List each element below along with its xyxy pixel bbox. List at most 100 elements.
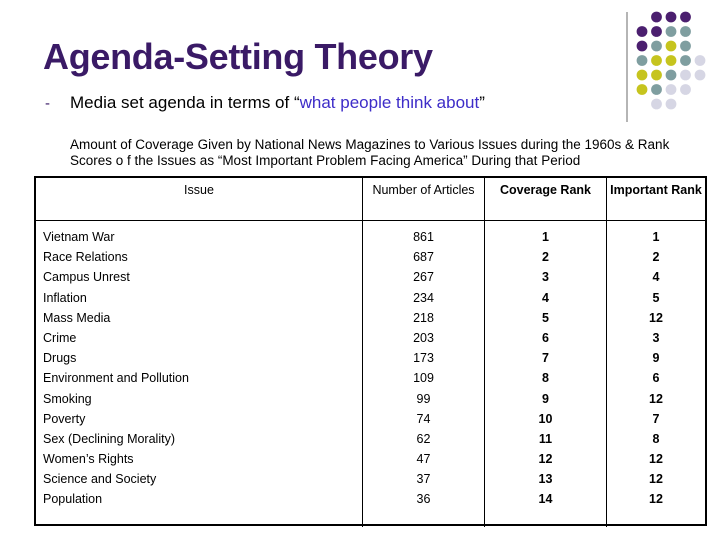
coverage-rank-cell: 1: [542, 230, 549, 244]
issue-cell: Population: [43, 492, 103, 507]
coverage-rank-cell: 3: [542, 270, 549, 285]
important-rank-cell: 6: [652, 371, 660, 386]
decorative-dot: [680, 84, 691, 95]
coverage-rank-cell: 6: [542, 330, 549, 345]
decorative-dot: [651, 40, 662, 52]
decorative-dot: [665, 11, 677, 23]
table-description: Amount of Coverage Given by National New…: [70, 137, 670, 168]
issue-cell: Race Relations: [43, 250, 128, 265]
issue-cell: Environment and Pollution: [43, 371, 189, 386]
coverage-rank-cell: 8: [542, 371, 549, 386]
coverage-rank-cell: 11: [538, 431, 553, 446]
important-rank-cell: 12: [649, 492, 663, 507]
articles-cell: 47: [416, 452, 431, 467]
decorative-dot: [694, 69, 706, 81]
important-rank-column: 1 2 4 5 12 3 9 6 12 7 8 12 12 12: [607, 221, 706, 528]
bullet-dash: -: [45, 95, 50, 112]
coverage-rank-cell: 9: [542, 391, 549, 406]
decorative-dot: [665, 69, 677, 81]
decorative-dot: [694, 55, 706, 66]
coverage-rank-cell: 2: [542, 250, 549, 265]
header-coverage-rank: Coverage Rank: [484, 178, 607, 221]
articles-cell: 99: [416, 391, 431, 406]
important-rank-cell: 12: [649, 391, 663, 406]
coverage-rank-cell: 7: [542, 351, 549, 366]
decorative-dot: [636, 55, 648, 66]
decorative-dot: [665, 40, 677, 52]
table-header-row: Issue Number of Articles Coverage Rank I…: [36, 178, 705, 221]
coverage-rank-list: 1 2 3 4 5 6 7 8 9 10 11 12 13 14: [485, 227, 606, 510]
important-rank-cell: 7: [652, 411, 660, 426]
important-rank-cell: 8: [652, 431, 660, 446]
decorative-dot: [665, 98, 677, 110]
decorative-dot: [680, 40, 691, 52]
articles-cell: 234: [413, 290, 434, 305]
coverage-rank-cell: 10: [538, 411, 553, 426]
decorative-dot: [680, 69, 691, 81]
issue-cell: Sex (Declining Morality): [43, 431, 175, 446]
decorative-dot: [636, 26, 648, 37]
decorative-dot: [665, 55, 677, 66]
important-rank-cell: 2: [652, 250, 660, 265]
issue-cell: Vietnam War: [43, 230, 115, 244]
decorative-dot: [651, 55, 662, 66]
important-rank-cell: 12: [649, 452, 663, 467]
decorative-dot: [636, 69, 648, 81]
important-rank-cell: 1: [652, 230, 660, 244]
slide-title: Agenda-Setting Theory: [43, 36, 433, 77]
bullet-accent-text: what people think about: [299, 93, 480, 112]
decorative-dot: [636, 40, 648, 52]
important-rank-cell: 5: [652, 290, 660, 305]
important-rank-cell: 9: [652, 351, 660, 366]
issue-cell: Crime: [43, 330, 77, 345]
coverage-rank-cell: 4: [542, 290, 549, 305]
articles-cell: 687: [413, 250, 434, 265]
issue-cell: Poverty: [43, 411, 86, 426]
issue-column: Vietnam War Race Relations Campus Unrest In…: [36, 220, 363, 527]
header-important-rank: Important Rank: [606, 178, 705, 221]
articles-cell: 37: [416, 472, 431, 487]
articles-cell: 218: [413, 310, 434, 325]
decorative-dot: [680, 11, 691, 23]
bullet-point: - Media set agenda in terms of “what peop…: [45, 93, 485, 113]
articles-column: 861 687 267 234 218 203 173 109 99 74 62 47 37 36: [362, 220, 485, 527]
decorative-dot-grid: [636, 11, 706, 110]
articles-list: 861 687 267 234 218 203 173 109 99 74 62 47 37 36: [363, 227, 484, 510]
decorative-dot: [651, 26, 662, 37]
important-rank-cell: 12: [649, 472, 663, 487]
coverage-rank-cell: 12: [538, 452, 553, 467]
decorative-dot: [636, 84, 648, 95]
header-number-of-articles: Number of Articles: [362, 178, 485, 221]
issue-cell: Science and Society: [43, 472, 157, 487]
decorative-dot: [651, 84, 662, 95]
decorative-divider-line: [626, 12, 628, 122]
data-table: Issue Number of Articles Coverage Rank I…: [36, 178, 705, 527]
issue-cell: Women’s Rights: [43, 452, 134, 467]
issue-cell: Drugs: [43, 351, 77, 366]
coverage-rank-cell: 14: [538, 492, 553, 507]
issue-cell: Smoking: [43, 391, 92, 406]
articles-cell: 36: [416, 492, 431, 507]
decorative-dot: [680, 55, 691, 66]
issue-list: Vietnam War Race Relations Campus Unrest In…: [36, 227, 362, 510]
coverage-rank-cell: 13: [538, 472, 553, 487]
important-rank-cell: 12: [649, 310, 663, 325]
decorative-dot: [665, 84, 677, 95]
decorative-dot: [651, 98, 662, 110]
coverage-rank-column: 1 2 3 4 5 6 7 8 9 10 11 12 13 14: [484, 220, 607, 527]
bullet-text-end: ”: [479, 93, 485, 112]
decorative-dot: [651, 69, 662, 81]
important-rank-cell: 3: [652, 330, 660, 345]
articles-cell: 74: [416, 411, 431, 426]
decorative-dot: [651, 11, 662, 23]
articles-cell: 861: [413, 230, 434, 244]
header-issue: Issue: [36, 178, 363, 221]
decorative-dot: [665, 26, 677, 37]
articles-cell: 203: [413, 330, 434, 345]
articles-cell: 62: [416, 431, 431, 446]
table-body-row: Vietnam War Race Relations Campus Unrest In…: [36, 220, 706, 528]
important-rank-cell: 4: [652, 270, 660, 285]
decorative-dot: [680, 26, 691, 37]
issue-cell: Campus Unrest: [43, 270, 130, 285]
articles-cell: 173: [413, 351, 434, 366]
